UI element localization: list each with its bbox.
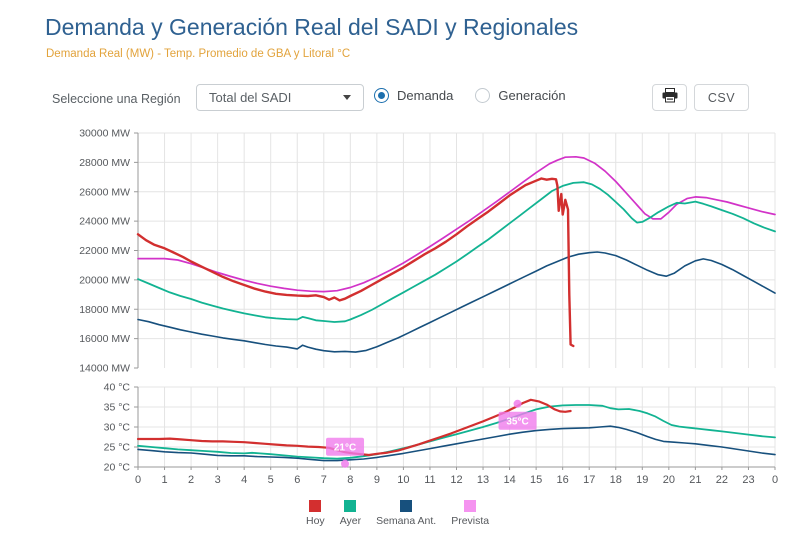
x-tick-label: 2 xyxy=(188,474,194,486)
legend-swatch xyxy=(309,500,322,512)
x-tick-label: 15 xyxy=(530,474,542,486)
x-tick-label: 23 xyxy=(742,474,754,486)
forecast-point[interactable] xyxy=(341,459,350,468)
x-tick-label: 21 xyxy=(689,474,701,486)
y-tick-label: 28000 MW xyxy=(79,157,130,169)
x-tick-label: 19 xyxy=(636,474,648,486)
radio-generacion-label: Generación xyxy=(498,88,566,103)
y-tick-label: 26000 MW xyxy=(79,186,130,198)
y-tick-label: 16000 MW xyxy=(79,333,130,345)
y-tick-label: 18000 MW xyxy=(79,304,130,316)
x-tick-label: 7 xyxy=(321,474,327,486)
x-tick-label: 10 xyxy=(397,474,409,486)
y-tick-label: 30 °C xyxy=(104,422,131,434)
radio-circle-icon xyxy=(475,88,491,103)
y-tick-label: 22000 MW xyxy=(79,245,130,257)
radio-generacion[interactable]: Generación xyxy=(475,88,566,103)
legend-item-ayer[interactable]: Ayer xyxy=(340,500,361,527)
x-tick-label: 9 xyxy=(374,474,380,486)
x-tick-label: 8 xyxy=(347,474,353,486)
legend-label: Hoy xyxy=(306,515,325,527)
y-tick-label: 14000 MW xyxy=(79,363,130,375)
legend-label: Prevista xyxy=(451,515,490,527)
y-tick-label: 30000 MW xyxy=(79,128,130,140)
temp-tooltip xyxy=(326,437,365,456)
region-select-value: Total del SADI xyxy=(209,90,292,105)
x-tick-label: 4 xyxy=(241,474,247,486)
page-title: Demanda y Generación Real del SADI y Reg… xyxy=(45,14,579,40)
legend-item-prevista[interactable]: Prevista xyxy=(451,500,489,527)
x-tick-label: 22 xyxy=(716,474,728,486)
legend-label: Ayer xyxy=(339,515,362,527)
legend-swatch xyxy=(344,500,357,512)
legend-label: Semana Ant. xyxy=(376,515,437,527)
y-tick-label: 20 °C xyxy=(104,462,131,474)
chevron-down-icon xyxy=(343,95,351,100)
printer-icon xyxy=(662,87,678,108)
series-ayer xyxy=(137,404,776,460)
legend-swatch xyxy=(400,500,413,512)
series-ayer xyxy=(137,181,776,323)
temp-tooltip-label: 21°C xyxy=(334,442,356,453)
csv-button[interactable]: CSV xyxy=(694,84,749,111)
x-tick-label: 11 xyxy=(424,474,435,486)
temp-tooltip xyxy=(498,411,537,430)
y-tick-label: 35 °C xyxy=(104,402,131,414)
y-tick-label: 24000 MW xyxy=(79,216,130,228)
x-tick-label: 1 xyxy=(161,474,167,486)
x-tick-label: 16 xyxy=(557,474,569,486)
temperature-chart[interactable]: 40 °C35 °C30 °C25 °C20 °C0 1 2 3 4 5 6 7 8 9 10 11 1… xyxy=(104,382,778,487)
x-tick-label: 14 xyxy=(503,474,515,486)
radio-demanda-label: Demanda xyxy=(397,88,454,103)
region-select[interactable]: Total del SADI xyxy=(196,84,364,111)
charts[interactable]: 30000 MW 28000 MW 26000 MW 24000 MW 22000 MW… xyxy=(0,120,800,520)
x-tick-label: 18 xyxy=(610,474,622,486)
legend-swatch xyxy=(464,500,477,512)
x-tick-label: 13 xyxy=(477,474,489,486)
forecast-point[interactable] xyxy=(513,399,522,408)
series-semanaant xyxy=(137,425,776,462)
x-tick-label: 0 xyxy=(772,474,778,486)
radio-demanda[interactable]: Demanda xyxy=(374,88,453,103)
x-tick-label: 17 xyxy=(583,474,595,486)
y-tick-label: 20000 MW xyxy=(79,274,130,286)
x-tick-label: 20 xyxy=(663,474,675,486)
print-button[interactable] xyxy=(652,84,687,111)
x-tick-label: 6 xyxy=(294,474,300,486)
x-tick-label: 12 xyxy=(450,474,462,486)
radio-circle-icon xyxy=(374,88,389,103)
legend-item-semanaant[interactable]: Semana Ant. xyxy=(376,500,436,527)
legend-item-hoy[interactable]: Hoy xyxy=(306,500,325,527)
chart-legend: Hoy Ayer Semana Ant. Prevista xyxy=(306,500,489,527)
view-toggle: Demanda Generación xyxy=(374,88,566,103)
x-tick-label: 3 xyxy=(215,474,221,486)
demand-chart[interactable]: 30000 MW 28000 MW 26000 MW 24000 MW 22000 MW… xyxy=(79,128,776,375)
region-select-label: Seleccione una Región xyxy=(52,92,181,106)
x-tick-label: 5 xyxy=(268,474,274,486)
temp-tooltip-label: 35°C xyxy=(506,416,528,427)
series-hoy xyxy=(136,177,575,348)
x-tick-label: 0 xyxy=(135,474,141,486)
y-tick-label: 25 °C xyxy=(104,442,131,454)
series-semanaant xyxy=(137,251,776,353)
y-tick-label: 40 °C xyxy=(104,382,131,394)
page-subtitle: Demanda Real (MW) - Temp. Promedio de GB… xyxy=(46,48,351,60)
